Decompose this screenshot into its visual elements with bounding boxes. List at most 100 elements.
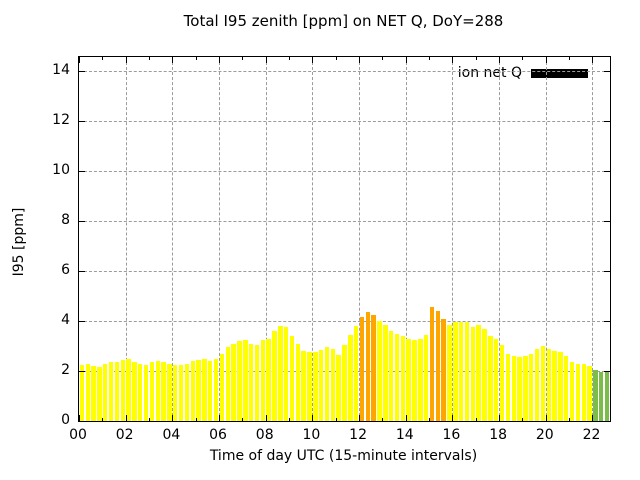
axis-tick — [604, 371, 610, 372]
axis-tick — [382, 418, 384, 421]
bar — [511, 356, 516, 421]
gridline-horizontal — [79, 321, 610, 322]
axis-tick — [265, 57, 267, 63]
axis-tick — [312, 57, 314, 63]
y-tick-label: 12 — [52, 112, 70, 128]
bar — [126, 358, 131, 421]
gridline-vertical — [359, 57, 361, 421]
x-tick-label: 06 — [209, 427, 227, 443]
bar — [476, 324, 481, 421]
gridline-vertical — [219, 57, 221, 421]
bar — [114, 362, 120, 421]
bar — [231, 343, 236, 421]
bar — [266, 338, 271, 421]
bar — [91, 366, 96, 421]
legend-swatch — [531, 68, 588, 78]
bar — [307, 352, 312, 421]
bar — [318, 349, 324, 421]
axis-tick — [475, 57, 477, 60]
axis-tick — [289, 418, 291, 421]
gridline-horizontal — [79, 121, 610, 122]
axis-tick — [195, 418, 197, 421]
axis-tick — [79, 57, 80, 63]
axis-tick — [475, 418, 477, 421]
bar — [388, 331, 394, 421]
x-tick-label: 12 — [349, 427, 367, 443]
bar — [161, 362, 166, 421]
gridline-vertical — [125, 57, 127, 421]
axis-tick — [592, 57, 594, 63]
bar — [534, 348, 540, 421]
axis-tick — [429, 57, 431, 60]
axis-tick — [125, 57, 127, 63]
bar — [330, 348, 336, 421]
bar — [540, 346, 546, 421]
axis-tick — [405, 415, 407, 421]
axis-tick — [219, 415, 221, 421]
bar — [155, 361, 160, 421]
bar — [383, 324, 388, 421]
axis-tick — [522, 418, 524, 421]
bar — [138, 363, 143, 421]
bar — [587, 366, 592, 421]
gridline-horizontal — [79, 221, 610, 222]
axis-tick — [335, 418, 337, 421]
axis-tick — [149, 57, 151, 60]
bar — [324, 347, 330, 421]
bar — [529, 353, 534, 421]
bar — [79, 364, 85, 421]
x-tick-label: 08 — [255, 427, 274, 443]
axis-tick — [289, 57, 291, 60]
bar — [353, 326, 359, 421]
axis-tick — [242, 57, 244, 60]
bar — [348, 334, 353, 421]
axis-tick — [604, 171, 610, 172]
bar — [458, 322, 464, 421]
bar — [132, 362, 137, 421]
bar — [418, 338, 423, 421]
axis-tick — [592, 415, 594, 421]
bar — [336, 354, 341, 421]
bar — [470, 327, 476, 421]
bar — [178, 364, 184, 421]
axis-tick — [149, 418, 151, 421]
plot-area: ion net Q — [78, 56, 611, 422]
gridline-horizontal — [79, 71, 610, 72]
bar — [505, 353, 511, 421]
axis-tick — [359, 415, 361, 421]
bar — [464, 322, 470, 421]
bar — [120, 359, 125, 421]
bar — [289, 336, 295, 421]
bar — [453, 322, 458, 421]
bar — [564, 356, 569, 421]
y-tick-label: 10 — [52, 162, 70, 178]
chart-title: Total I95 zenith [ppm] on NET Q, DoY=288 — [183, 12, 504, 30]
axis-tick — [79, 221, 85, 222]
bar — [482, 328, 487, 421]
bar — [167, 363, 172, 421]
bar — [423, 334, 429, 421]
gridline-horizontal — [79, 271, 610, 272]
gridline-horizontal — [79, 171, 610, 172]
axis-tick — [79, 271, 85, 272]
x-axis-label: Time of day UTC (15-minute intervals) — [209, 448, 478, 464]
bar — [575, 363, 581, 421]
bar — [429, 307, 435, 421]
bar — [143, 364, 149, 421]
axis-tick — [79, 171, 85, 172]
bar — [313, 352, 318, 421]
bar — [301, 351, 306, 421]
y-tick-label: 2 — [61, 362, 70, 378]
axis-tick — [102, 418, 104, 421]
axis-tick — [79, 321, 85, 322]
bar — [283, 327, 289, 421]
axis-tick — [172, 415, 174, 421]
bar — [196, 359, 201, 421]
bar — [517, 357, 522, 421]
axis-tick — [522, 57, 524, 60]
y-tick-label: 6 — [61, 262, 70, 278]
axis-tick — [545, 57, 547, 63]
bar — [558, 352, 563, 421]
axis-tick — [499, 415, 501, 421]
bar — [581, 363, 586, 421]
